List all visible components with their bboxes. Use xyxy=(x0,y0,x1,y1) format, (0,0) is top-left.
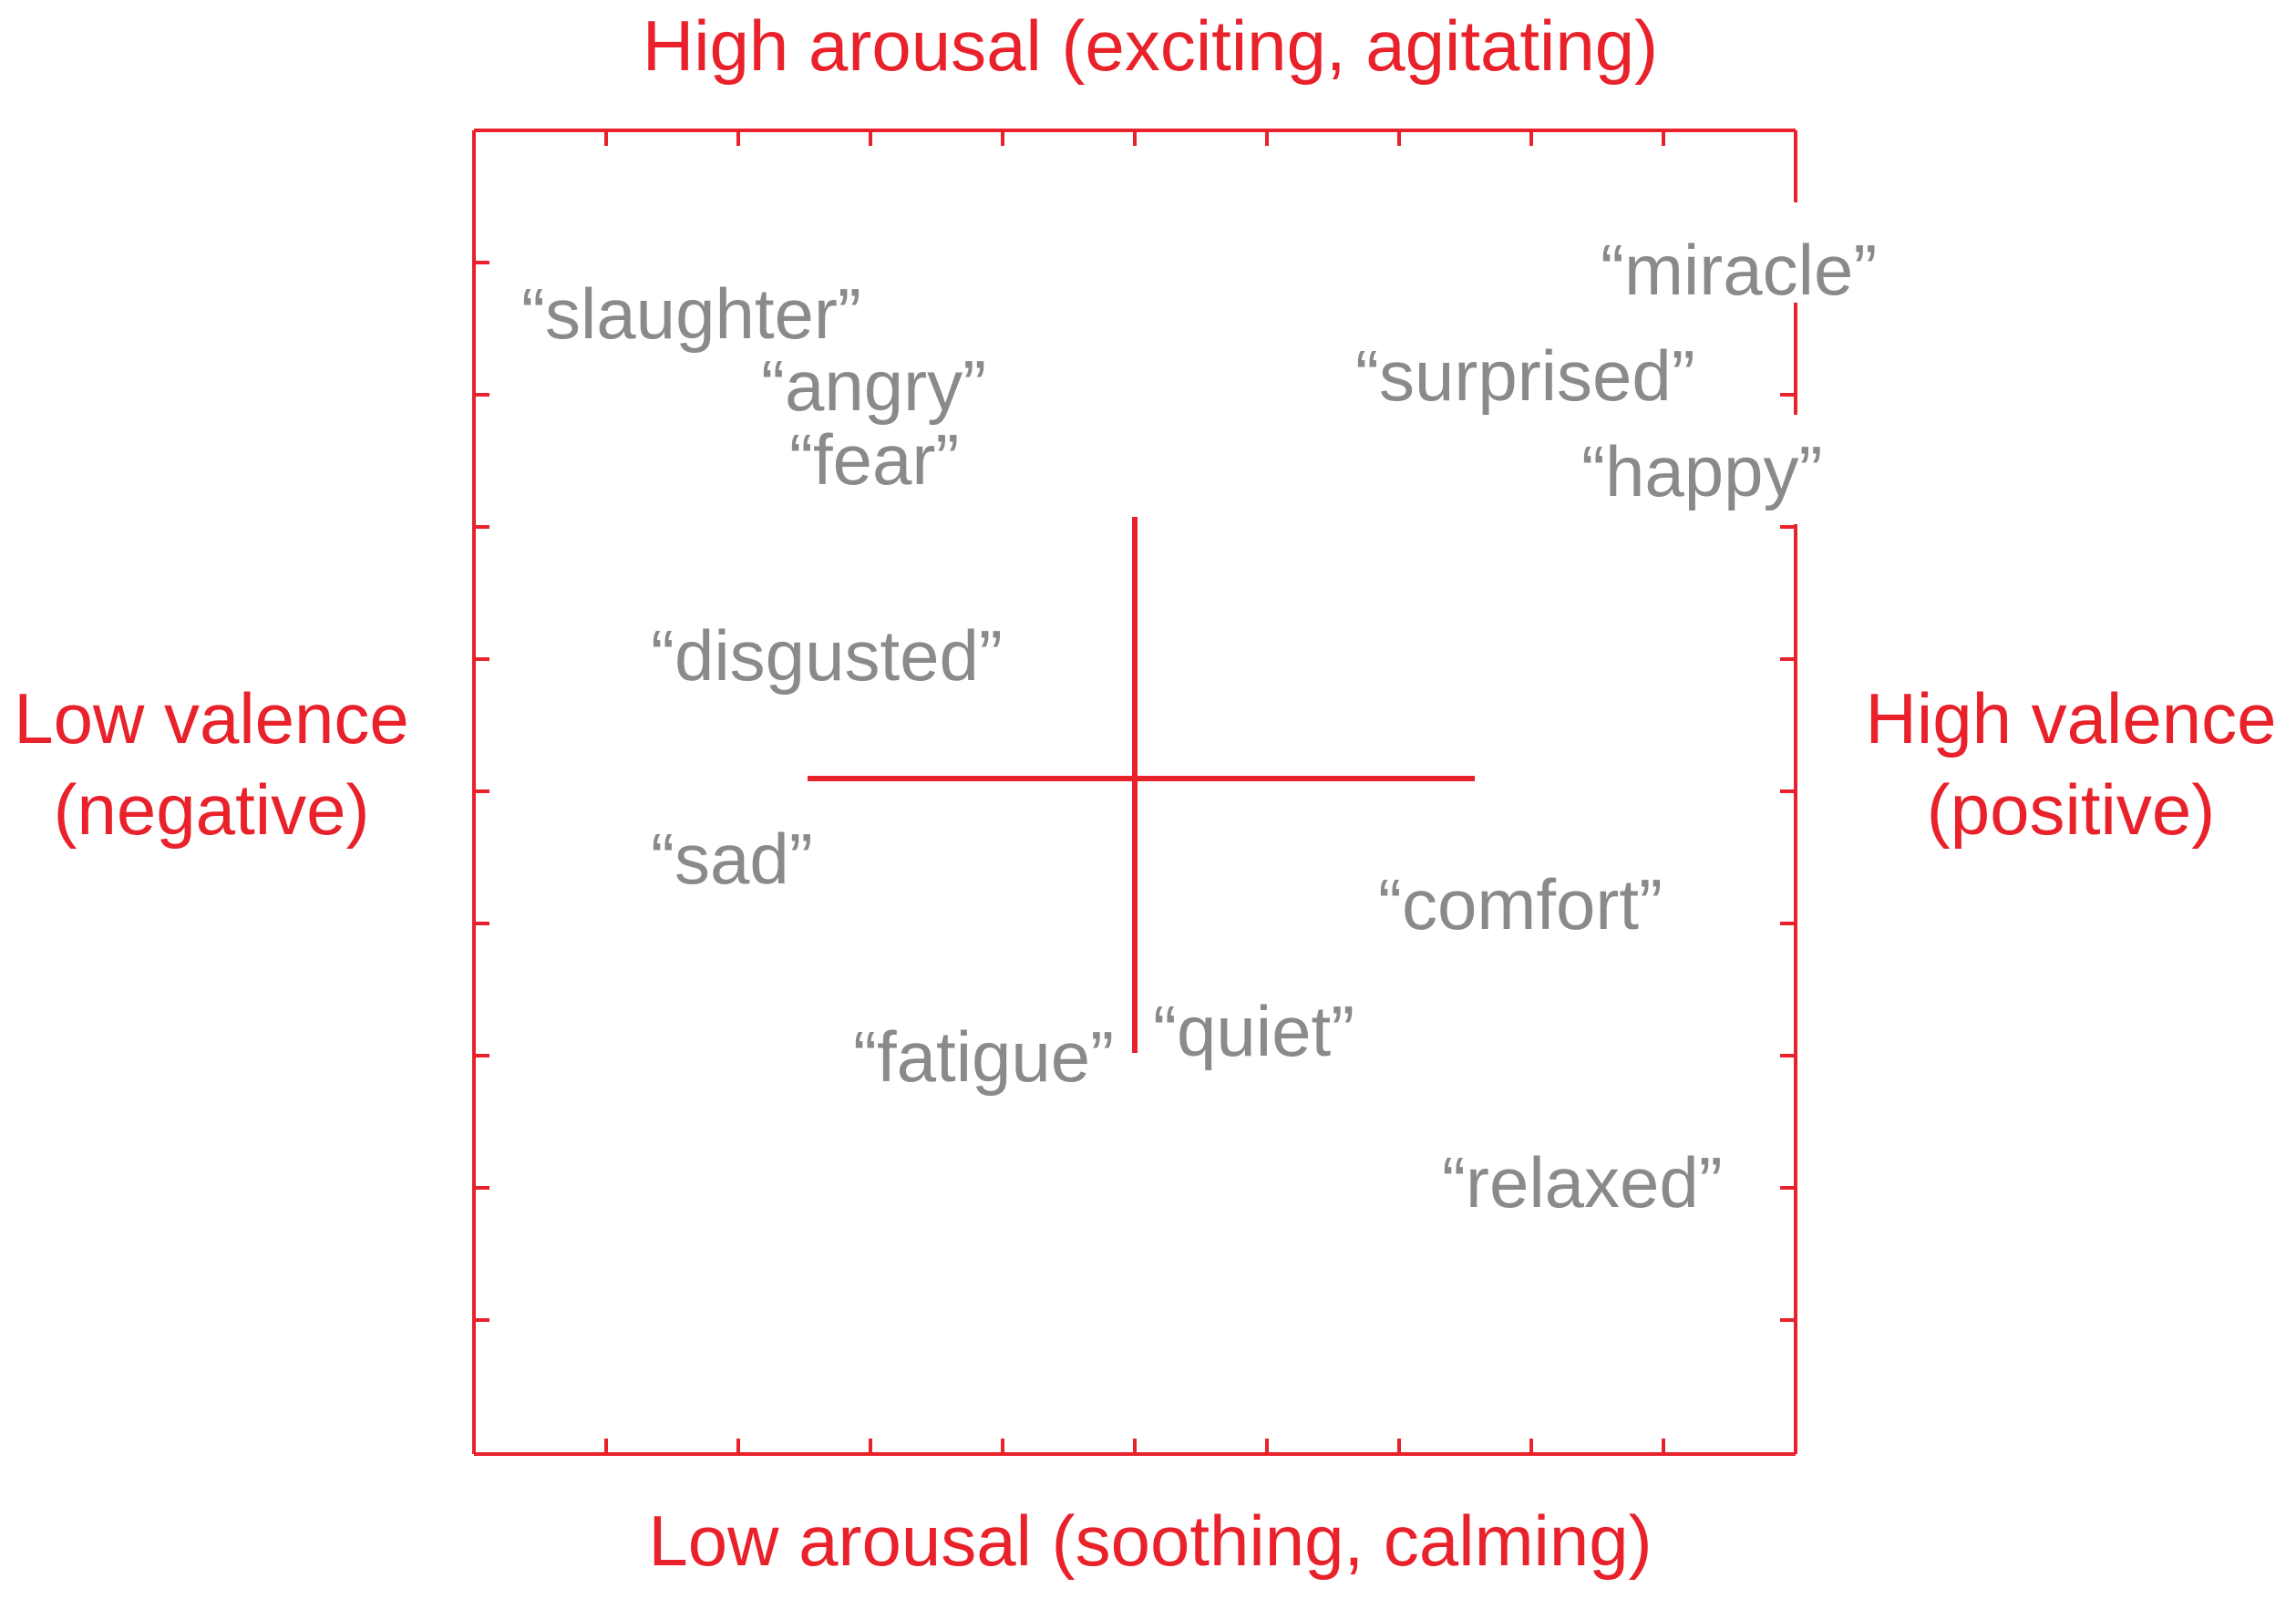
right-ticks xyxy=(1780,395,1796,1320)
word-relaxed: “relaxed” xyxy=(1442,1147,1723,1218)
word-slaughter: “slaughter” xyxy=(521,278,861,349)
axis-label-low-arousal: Low arousal (soothing, calming) xyxy=(648,1495,1652,1586)
word-fatigue: “fatigue” xyxy=(853,1021,1114,1092)
bottom-ticks xyxy=(606,1439,1663,1454)
word-fear: “fear” xyxy=(789,424,959,495)
word-angry: “angry” xyxy=(761,350,986,421)
high-valence-line2: (positive) xyxy=(1866,764,2277,855)
left-ticks xyxy=(474,263,489,1320)
word-happy: “happy” xyxy=(1581,436,1822,507)
word-quiet: “quiet” xyxy=(1153,996,1354,1067)
top-ticks xyxy=(606,130,1663,146)
axis-label-high-valence: High valence (positive) xyxy=(1866,673,2277,855)
high-valence-line1: High valence xyxy=(1866,673,2277,764)
axis-label-low-valence: Low valence (negative) xyxy=(14,673,409,855)
word-surprised: “surprised” xyxy=(1355,340,1695,411)
word-sad: “sad” xyxy=(651,823,813,894)
low-valence-line2: (negative) xyxy=(14,764,409,855)
word-miracle: “miracle” xyxy=(1601,234,1877,305)
word-disgusted: “disgusted” xyxy=(651,620,1003,691)
word-comfort: “comfort” xyxy=(1378,869,1663,940)
low-valence-line1: Low valence xyxy=(14,673,409,764)
axis-label-high-arousal: High arousal (exciting, agitating) xyxy=(643,0,1658,91)
